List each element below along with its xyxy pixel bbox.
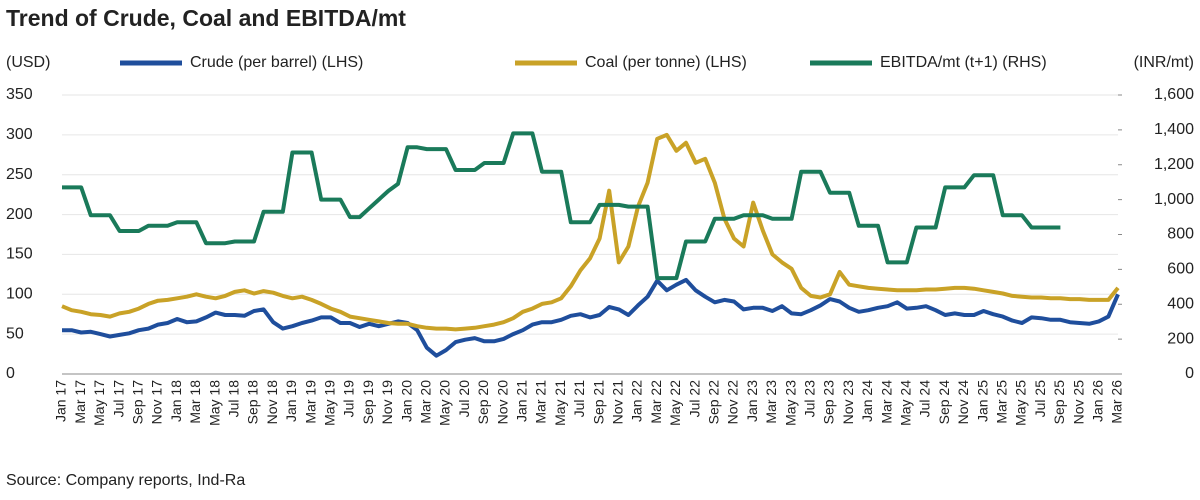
x-tick-label: Nov 24 [955, 380, 971, 425]
legend-label: Coal (per tonne) (LHS) [585, 54, 747, 71]
x-tick-label: Jul 23 [802, 380, 818, 418]
x-tick-label: Jan 17 [53, 380, 69, 422]
y-tick-label: 300 [6, 126, 33, 143]
y2-tick-label: 0 [1185, 365, 1194, 382]
x-tick-label: May 17 [91, 380, 107, 426]
x-tick-label: Sep 20 [475, 380, 491, 425]
x-tick-label: Jan 22 [629, 380, 645, 422]
x-tick-label: Sep 21 [590, 380, 606, 425]
x-tick-label: Nov 18 [264, 380, 280, 425]
x-tick-label: Sep 25 [1051, 380, 1067, 425]
x-tick-label: May 24 [898, 380, 914, 426]
x-tick-label: Jul 19 [341, 380, 357, 418]
x-tick-label: Mar 25 [994, 380, 1010, 424]
x-tick-label: Mar 21 [533, 380, 549, 424]
x-tick-label: Mar 24 [878, 380, 894, 424]
y2-tick-label: 1,000 [1154, 191, 1194, 208]
x-tick-label: Jan 25 [974, 380, 990, 422]
x-tick-label: May 25 [1013, 380, 1029, 426]
x-tick-label: Sep 17 [130, 380, 146, 425]
x-tick-label: May 19 [322, 380, 338, 426]
y-tick-label: 350 [6, 86, 33, 103]
legend-label: Crude (per barrel) (LHS) [190, 54, 363, 71]
y2-tick-label: 800 [1167, 226, 1194, 243]
x-tick-label: May 18 [206, 380, 222, 426]
y-tick-label: 250 [6, 166, 33, 183]
series-line [62, 131, 1061, 281]
y-tick-label: 150 [6, 246, 33, 263]
series-line [61, 132, 1120, 332]
x-tick-label: Nov 22 [725, 380, 741, 425]
x-tick-label: Nov 21 [610, 380, 626, 425]
x-tick-label: Sep 18 [245, 380, 261, 425]
y-tick-label: 50 [6, 325, 24, 342]
chart-title: Trend of Crude, Coal and EBITDA/mt [6, 5, 406, 31]
x-tick-label: May 22 [667, 380, 683, 426]
x-tick-label: May 23 [782, 380, 798, 426]
legend-label: EBITDA/mt (t+1) (RHS) [880, 54, 1047, 71]
x-tick-label: Mar 20 [418, 380, 434, 424]
x-tick-label: Jan 19 [283, 380, 299, 422]
x-tick-label: Jan 21 [514, 380, 530, 422]
x-tick-label: Jul 24 [917, 380, 933, 418]
y2-tick-label: 1,400 [1154, 121, 1194, 138]
y-tick-label: 100 [6, 286, 33, 303]
y-tick-label: 0 [6, 365, 15, 382]
x-tick-label: Jan 20 [398, 380, 414, 422]
y2-tick-label: 200 [1167, 330, 1194, 347]
x-tick-label: Jul 21 [571, 380, 587, 418]
x-tick-label: Jul 20 [456, 380, 472, 418]
x-tick-label: Mar 22 [648, 380, 664, 424]
x-tick-label: Jan 23 [744, 380, 760, 422]
x-tick-label: Sep 23 [821, 380, 837, 425]
y-tick-label: 200 [6, 206, 33, 223]
x-tick-label: Mar 17 [72, 380, 88, 424]
x-tick-label: Sep 22 [706, 380, 722, 425]
series-line [62, 277, 1120, 358]
x-tick-label: May 21 [552, 380, 568, 426]
x-tick-label: Nov 23 [840, 380, 856, 425]
x-tick-label: Nov 25 [1070, 380, 1086, 425]
x-tick-label: Jul 17 [110, 380, 126, 418]
x-tick-label: Jul 22 [686, 380, 702, 418]
x-tick-label: May 20 [437, 380, 453, 426]
x-tick-label: Jan 26 [1090, 380, 1106, 422]
x-tick-label: Mar 18 [187, 380, 203, 424]
y2-tick-label: 600 [1167, 261, 1194, 278]
x-tick-label: Mar 19 [302, 380, 318, 424]
x-tick-label: Jan 24 [859, 380, 875, 422]
y-axis-label: (USD) [6, 54, 50, 71]
x-tick-label: Mar 23 [763, 380, 779, 424]
y2-axis-label: (INR/mt) [1134, 54, 1194, 71]
x-tick-label: Nov 20 [494, 380, 510, 425]
y2-tick-label: 1,600 [1154, 86, 1194, 103]
x-tick-label: Jul 18 [226, 380, 242, 418]
x-tick-label: Jan 18 [168, 380, 184, 422]
x-tick-label: Jul 25 [1032, 380, 1048, 418]
y2-tick-label: 400 [1167, 295, 1194, 312]
x-tick-label: Mar 26 [1109, 380, 1125, 424]
source-note: Source: Company reports, Ind-Ra [6, 472, 245, 489]
x-tick-label: Nov 17 [149, 380, 165, 425]
y2-tick-label: 1,200 [1154, 156, 1194, 173]
x-tick-label: Nov 19 [379, 380, 395, 425]
x-tick-label: Sep 19 [360, 380, 376, 425]
x-tick-label: Sep 24 [936, 380, 952, 425]
